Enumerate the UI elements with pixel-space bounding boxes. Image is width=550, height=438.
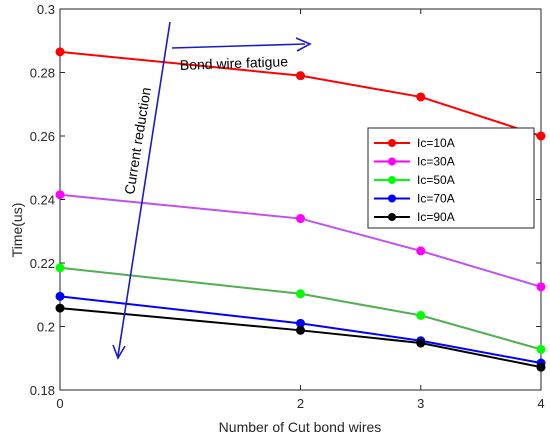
horizontal-arrow-line	[171, 43, 306, 49]
legend-marker	[388, 194, 396, 203]
data-point	[296, 289, 305, 299]
legend-marker	[388, 176, 396, 184]
data-point	[296, 214, 305, 224]
series-line	[59, 266, 542, 351]
legend-label: Ic=10A	[417, 136, 455, 150]
x-tick-label: 3	[417, 396, 424, 411]
series-ic-30a	[55, 190, 546, 292]
series-line	[59, 307, 542, 369]
ticks-layer: 0 2 3 4 0.18 0.2 0.22 0.24 0.26 0.28 0.3	[30, 2, 545, 411]
series-layer	[55, 47, 546, 372]
legend-marker	[388, 157, 396, 166]
legend-entry: Ic=90A	[374, 210, 455, 224]
legend-entry: Ic=10A	[374, 136, 455, 150]
x-tick-label: 2	[297, 396, 304, 411]
data-point	[416, 338, 426, 348]
series-ic-50a	[55, 263, 546, 354]
legend-marker	[388, 213, 396, 221]
data-point	[536, 131, 546, 141]
bond-wire-fatigue-annotation: Bond wire fatigue	[171, 37, 312, 73]
y-tick-label: 0.28	[30, 66, 55, 81]
bond-wire-fatigue-label: Bond wire fatigue	[180, 53, 289, 73]
x-axis-label: Number of Cut bond wires	[219, 419, 382, 435]
series-ic-70a	[55, 291, 546, 368]
series-ic-90a	[55, 303, 546, 372]
vertical-arrow-head	[112, 344, 126, 360]
y-tick-label: 0.24	[30, 193, 55, 208]
legend: Ic=10A Ic=30A Ic=50A Ic=70A Ic=90A	[367, 127, 535, 229]
y-tick-label: 0.3	[37, 2, 55, 17]
data-point	[536, 344, 546, 354]
legend-label: Ic=30A	[417, 155, 455, 169]
data-point	[416, 310, 426, 320]
data-point	[296, 325, 305, 335]
data-point	[416, 246, 426, 256]
legend-marker	[388, 139, 396, 147]
legend-entry: Ic=50A	[374, 173, 455, 187]
horizontal-arrow-head	[295, 37, 312, 52]
data-point	[55, 263, 65, 273]
data-point	[536, 282, 546, 292]
data-point	[536, 362, 546, 372]
x-tick-label: 0	[56, 396, 63, 411]
y-tick-label: 0.26	[30, 129, 55, 144]
x-tick-label: 4	[537, 396, 544, 411]
y-tick-label: 0.18	[30, 383, 55, 398]
series-line	[59, 295, 542, 364]
legend-box	[367, 127, 535, 229]
vertical-arrow-line	[117, 21, 171, 357]
series-line	[59, 50, 542, 137]
legend-entry: Ic=30A	[374, 155, 455, 169]
legend-entry: Ic=70A	[374, 192, 455, 206]
series-line	[59, 193, 542, 288]
y-axis-label: Time(us)	[9, 203, 25, 258]
series-ic-10a	[55, 47, 546, 141]
legend-label: Ic=90A	[417, 210, 455, 224]
data-point	[296, 71, 305, 81]
legend-label: Ic=70A	[417, 192, 455, 206]
data-point	[55, 47, 65, 57]
y-tick-label: 0.22	[30, 256, 55, 271]
data-point	[55, 291, 65, 301]
data-point	[416, 92, 426, 102]
data-point	[55, 190, 65, 200]
y-tick-label: 0.2	[37, 320, 55, 335]
legend-label: Ic=50A	[417, 173, 455, 187]
data-point	[55, 303, 65, 313]
